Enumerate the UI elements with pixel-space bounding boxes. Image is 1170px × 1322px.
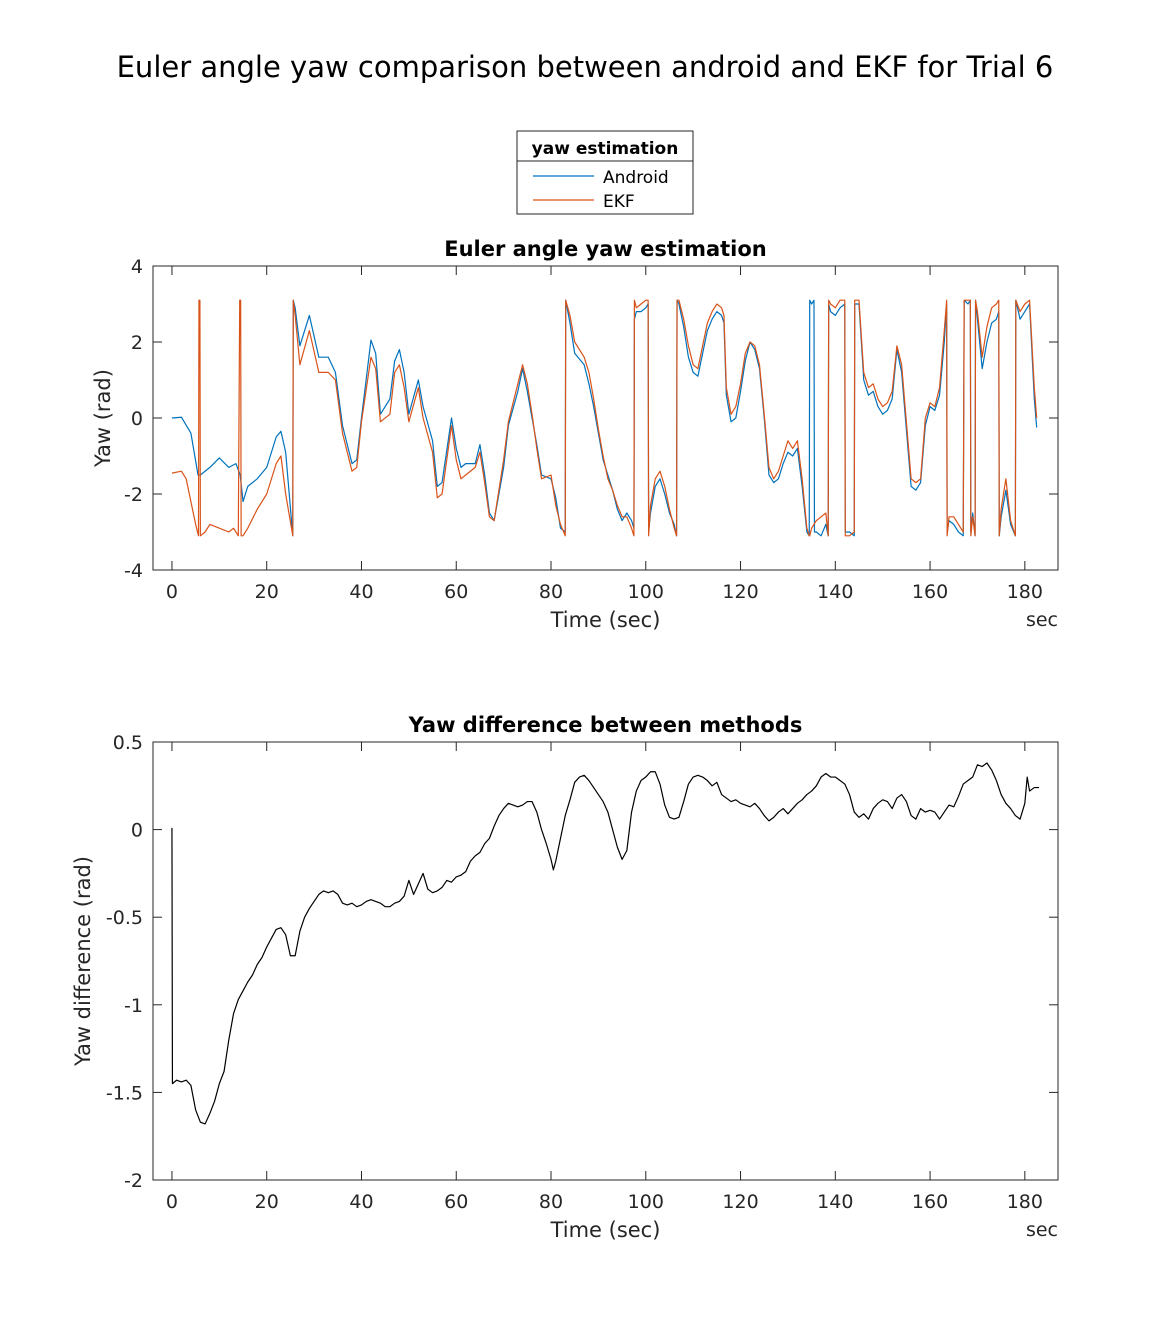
plot-title: Yaw difference between methods	[408, 713, 803, 737]
y-tick-label: 0	[131, 408, 143, 430]
y-tick-label: 0	[131, 820, 143, 842]
y-tick-label: -0.5	[106, 907, 143, 929]
x-tick-label: 0	[166, 581, 178, 603]
series-line-android	[171, 299, 1038, 537]
x-tick-label: 140	[817, 581, 853, 603]
series-line-ekf	[171, 299, 1038, 537]
x-unit-label: sec	[1026, 1219, 1058, 1241]
y-tick-label: -1	[124, 995, 143, 1017]
legend-label-android: Android	[603, 168, 669, 188]
x-tick-label: 40	[349, 581, 373, 603]
x-tick-label: 100	[628, 1191, 664, 1213]
y-axis-label: Yaw (rad)	[91, 369, 115, 468]
x-axis-label: Time (sec)	[550, 608, 661, 632]
x-tick-label: 20	[255, 581, 279, 603]
legend-title: yaw estimation	[532, 139, 679, 159]
y-tick-label: -1.5	[106, 1082, 143, 1104]
x-tick-label: 0	[166, 1191, 178, 1213]
x-tick-label: 180	[1007, 1191, 1043, 1213]
x-tick-label: 120	[722, 1191, 758, 1213]
series-line-difference	[171, 762, 1040, 1125]
figure-title: Euler angle yaw comparison between andro…	[116, 50, 1054, 84]
x-tick-label: 80	[539, 1191, 563, 1213]
x-tick-label: 180	[1007, 581, 1043, 603]
x-tick-label: 160	[912, 1191, 948, 1213]
legend: yaw estimation Android EKF	[516, 130, 694, 215]
legend-label-ekf: EKF	[603, 192, 635, 212]
x-tick-label: 100	[628, 581, 664, 603]
plot-yaw-difference: Yaw difference between methods 0 20 40 60 80 1…	[71, 713, 1059, 1242]
axes-box	[152, 741, 1059, 1181]
axes-box	[152, 265, 1059, 571]
x-tick-label: 60	[444, 1191, 468, 1213]
x-tick-label: 40	[349, 1191, 373, 1213]
y-tick-label: 0.5	[113, 732, 143, 754]
y-tick-label: 2	[131, 332, 143, 354]
y-tick-label: -2	[124, 1170, 143, 1192]
x-tick-label: 60	[444, 581, 468, 603]
x-tick-label: 20	[255, 1191, 279, 1213]
x-tick-label: 120	[722, 581, 758, 603]
x-tick-label: 140	[817, 1191, 853, 1213]
plot-title: Euler angle yaw estimation	[444, 237, 767, 261]
x-axis-label: Time (sec)	[550, 1218, 661, 1242]
x-tick-label: 80	[539, 581, 563, 603]
x-unit-label: sec	[1026, 609, 1058, 631]
y-tick-label: -2	[124, 484, 143, 506]
x-tick-label: 160	[912, 581, 948, 603]
y-tick-label: -4	[124, 560, 143, 582]
y-tick-label: 4	[131, 256, 143, 278]
y-axis-label: Yaw difference (rad)	[71, 856, 95, 1067]
